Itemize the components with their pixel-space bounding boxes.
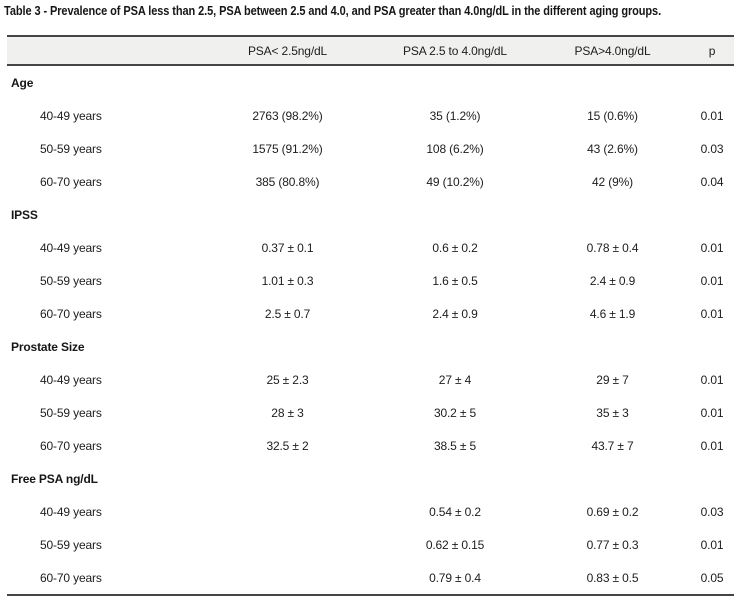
cell-psa-gt-4-0: 42 (9%) [592, 174, 633, 189]
cell-psa-gt-4-0: 0.69 ± 0.2 [586, 504, 639, 519]
cell-psa-gt-4-0: 0.77 ± 0.3 [586, 537, 639, 552]
cell-psa-gt-4-0: 35 ± 3 [596, 405, 629, 420]
row-label: 40-49 years [40, 240, 102, 255]
row-label: 60-70 years [40, 306, 102, 321]
section-row-age: Age [7, 66, 734, 99]
cell-psa-2-5-to-4-0: 1.6 ± 0.5 [432, 273, 478, 288]
table-row: 60-70 years 2.5 ± 0.7 2.4 ± 0.9 4.6 ± 1.… [7, 297, 734, 330]
row-label: 40-49 years [40, 372, 102, 387]
cell-psa-lt-2-5: 32.5 ± 2 [266, 438, 309, 453]
cell-psa-2-5-to-4-0: 38.5 ± 5 [433, 438, 477, 453]
cell-p-value: 0.01 [700, 537, 724, 552]
cell-p-value: 0.05 [700, 570, 724, 585]
col-header-psa-gt-4-0: PSA>4.0ng/dL [574, 43, 651, 58]
table-row: 60-70 years 385 (80.8%) 49 (10.2%) 42 (9… [7, 165, 734, 198]
cell-psa-gt-4-0: 2.4 ± 0.9 [589, 273, 636, 288]
cell-psa-lt-2-5: 385 (80.8%) [255, 174, 320, 189]
cell-psa-lt-2-5: 2763 (98.2%) [252, 108, 323, 123]
psa-prevalence-table: PSA< 2.5ng/dL PSA 2.5 to 4.0ng/dL PSA>4.… [7, 35, 734, 596]
cell-psa-lt-2-5: 1.01 ± 0.3 [261, 273, 314, 288]
cell-p-value: 0.01 [700, 306, 724, 321]
table-row: 40-49 years 0.54 ± 0.2 0.69 ± 0.2 0.03 [7, 495, 734, 528]
cell-psa-gt-4-0: 4.6 ± 1.9 [589, 306, 636, 321]
row-label: 60-70 years [40, 438, 102, 453]
section-row-ipss: IPSS [7, 198, 734, 231]
cell-psa-gt-4-0: 15 (0.6%) [587, 108, 638, 123]
cell-psa-2-5-to-4-0: 35 (1.2%) [429, 108, 481, 123]
cell-p-value: 0.01 [700, 372, 724, 387]
cell-psa-lt-2-5: 28 ± 3 [271, 405, 304, 420]
table-row: 50-59 years 1575 (91.2%) 108 (6.2%) 43 (… [7, 132, 734, 165]
row-label: 60-70 years [40, 570, 102, 585]
table-row: 40-49 years 0.37 ± 0.1 0.6 ± 0.2 0.78 ± … [7, 231, 734, 264]
row-label: 50-59 years [40, 273, 102, 288]
col-header-psa-lt-2-5: PSA< 2.5ng/dL [247, 43, 328, 58]
col-header-p-value: p [708, 43, 716, 58]
cell-psa-2-5-to-4-0: 0.6 ± 0.2 [432, 240, 478, 255]
cell-psa-gt-4-0: 43 (2.6%) [587, 141, 638, 156]
table-row: 50-59 years 28 ± 3 30.2 ± 5 35 ± 3 0.01 [7, 396, 734, 429]
table-row: 40-49 years 2763 (98.2%) 35 (1.2%) 15 (0… [7, 99, 734, 132]
cell-psa-2-5-to-4-0: 2.4 ± 0.9 [432, 306, 478, 321]
table-header-row: PSA< 2.5ng/dL PSA 2.5 to 4.0ng/dL PSA>4.… [7, 35, 734, 66]
row-label: 50-59 years [40, 141, 102, 156]
cell-p-value: 0.01 [700, 438, 724, 453]
cell-psa-gt-4-0: 0.78 ± 0.4 [586, 240, 639, 255]
section-label: Age [11, 75, 34, 90]
cell-p-value: 0.03 [700, 504, 724, 519]
row-label: 40-49 years [40, 504, 102, 519]
section-row-prostate-size: Prostate Size [7, 330, 734, 363]
cell-psa-lt-2-5: 25 ± 2.3 [266, 372, 309, 387]
cell-psa-2-5-to-4-0: 0.62 ± 0.15 [425, 537, 485, 552]
table-row: 40-49 years 25 ± 2.3 27 ± 4 29 ± 7 0.01 [7, 363, 734, 396]
col-header-psa-2-5-to-4-0: PSA 2.5 to 4.0ng/dL [403, 43, 507, 58]
cell-psa-lt-2-5: 2.5 ± 0.7 [264, 306, 311, 321]
cell-p-value: 0.01 [700, 240, 724, 255]
cell-psa-2-5-to-4-0: 0.79 ± 0.4 [429, 570, 481, 585]
cell-psa-2-5-to-4-0: 27 ± 4 [438, 372, 472, 387]
row-label: 60-70 years [40, 174, 102, 189]
cell-p-value: 0.03 [700, 141, 724, 156]
cell-p-value: 0.01 [700, 108, 724, 123]
section-label: IPSS [11, 207, 38, 222]
section-label: Prostate Size [11, 339, 85, 354]
section-label: Free PSA ng/dL [11, 471, 98, 486]
cell-psa-2-5-to-4-0: 108 (6.2%) [426, 141, 484, 156]
cell-psa-lt-2-5: 0.37 ± 0.1 [261, 240, 314, 255]
table-row: 50-59 years 0.62 ± 0.15 0.77 ± 0.3 0.01 [7, 528, 734, 561]
cell-psa-gt-4-0: 43.7 ± 7 [591, 438, 634, 453]
table-row: 50-59 years 1.01 ± 0.3 1.6 ± 0.5 2.4 ± 0… [7, 264, 734, 297]
row-label: 40-49 years [40, 108, 102, 123]
cell-psa-2-5-to-4-0: 0.54 ± 0.2 [429, 504, 481, 519]
cell-psa-2-5-to-4-0: 30.2 ± 5 [433, 405, 477, 420]
cell-psa-gt-4-0: 0.83 ± 0.5 [586, 570, 639, 585]
table-row: 60-70 years 32.5 ± 2 38.5 ± 5 43.7 ± 7 0… [7, 429, 734, 462]
cell-psa-gt-4-0: 29 ± 7 [596, 372, 629, 387]
row-label: 50-59 years [40, 537, 102, 552]
row-label: 50-59 years [40, 405, 102, 420]
cell-p-value: 0.04 [700, 174, 724, 189]
cell-psa-2-5-to-4-0: 49 (10.2%) [426, 174, 484, 189]
table-caption: Table 3 - Prevalence of PSA less than 2.… [4, 4, 662, 18]
cell-p-value: 0.01 [700, 405, 724, 420]
cell-p-value: 0.01 [700, 273, 724, 288]
table-row: 60-70 years 0.79 ± 0.4 0.83 ± 0.5 0.05 [7, 561, 734, 594]
section-row-free-psa: Free PSA ng/dL [7, 462, 734, 495]
cell-psa-lt-2-5: 1575 (91.2%) [252, 141, 323, 156]
